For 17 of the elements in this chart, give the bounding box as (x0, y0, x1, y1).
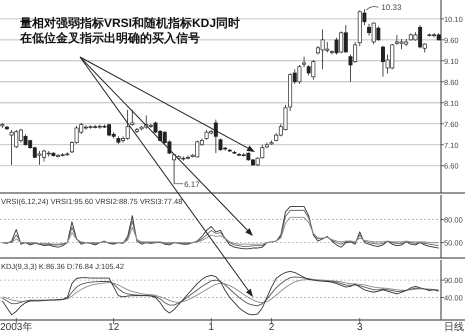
candlestick (297, 64, 302, 84)
text: 日线 (444, 321, 464, 332)
x-tick-label: 2 (268, 322, 275, 332)
line-series (2, 271, 440, 316)
candlestick (260, 144, 264, 159)
annotation: 6.17 (184, 180, 200, 189)
line-series (2, 216, 440, 245)
annotation: 10.33 (381, 3, 402, 12)
candlestick (302, 56, 306, 68)
candlestick (204, 130, 209, 140)
x-tick-label: 2003年 (0, 321, 32, 332)
candlestick (130, 110, 134, 126)
x-tick-label: 3 (356, 322, 363, 332)
x-tick-label: 12 (108, 322, 120, 332)
annotation: 量相对强弱指标VRSI和随机指标KDJ同时在低位金叉指示出明确的买入信号 (19, 16, 240, 45)
x-tick-label: 1 (208, 322, 214, 332)
candlestick (10, 130, 14, 166)
